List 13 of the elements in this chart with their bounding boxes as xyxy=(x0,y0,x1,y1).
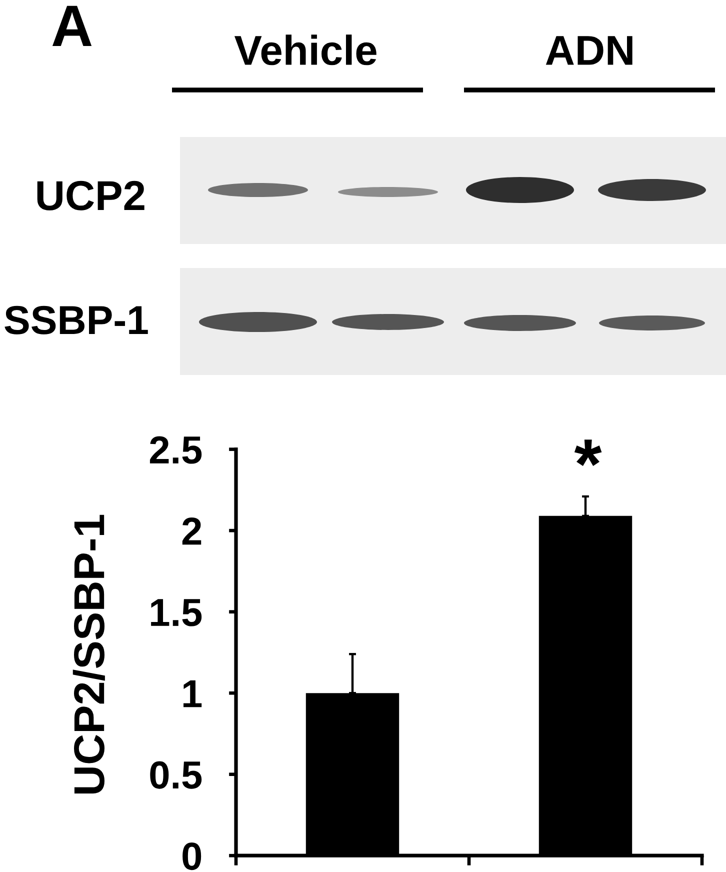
text: UCP2 xyxy=(37,180,144,210)
text: SSBP-1 xyxy=(4,306,148,334)
y-tick-label: 0 xyxy=(182,842,202,870)
y-tick-label: 1.5 xyxy=(151,599,202,626)
annotation: * xyxy=(574,440,602,466)
y-tick-label: 2 xyxy=(182,517,202,545)
y-tick-label: 1 xyxy=(183,680,202,708)
text: A xyxy=(52,6,92,46)
y-tick-label: 0.5 xyxy=(150,761,202,789)
y-axis-title: UCP2/SSBP-1 xyxy=(72,514,105,794)
text: ADN xyxy=(546,36,632,65)
text: Vehicle xyxy=(234,34,376,66)
y-tick-label: 2.5 xyxy=(150,436,202,464)
